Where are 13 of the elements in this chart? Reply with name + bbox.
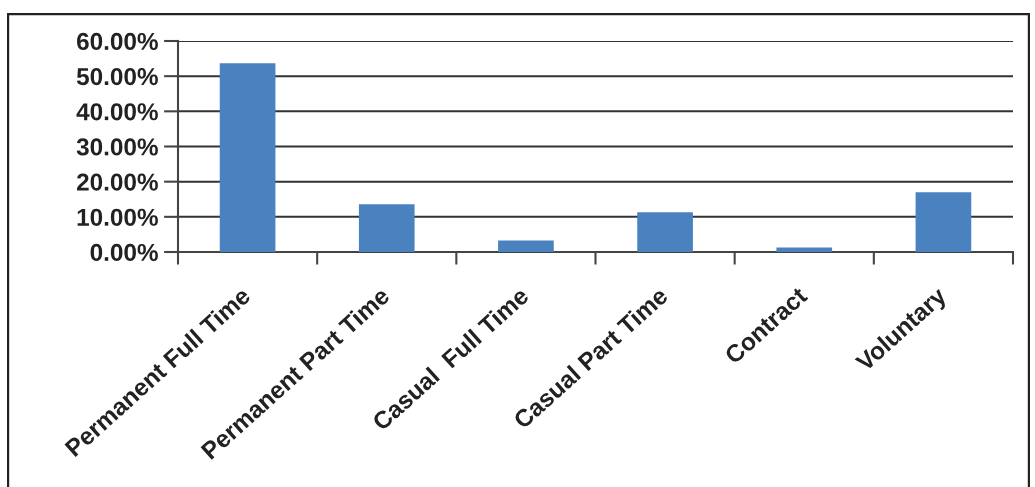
y-tick-label: 20.00%: [76, 173, 158, 191]
y-tick-label: 10.00%: [77, 208, 158, 226]
y-tick-label: 50.00%: [76, 68, 158, 86]
y-tick-label: 0.00%: [90, 243, 158, 262]
y-tick-label: 40.00%: [76, 103, 158, 121]
bar: [358, 204, 415, 252]
bar: [776, 247, 833, 252]
y-tick-label: 60.00%: [77, 32, 158, 51]
bar: [915, 192, 972, 252]
bar: [219, 63, 276, 252]
bar: [637, 212, 693, 252]
bar: [498, 240, 554, 252]
y-tick-label: 30.00%: [76, 138, 158, 156]
